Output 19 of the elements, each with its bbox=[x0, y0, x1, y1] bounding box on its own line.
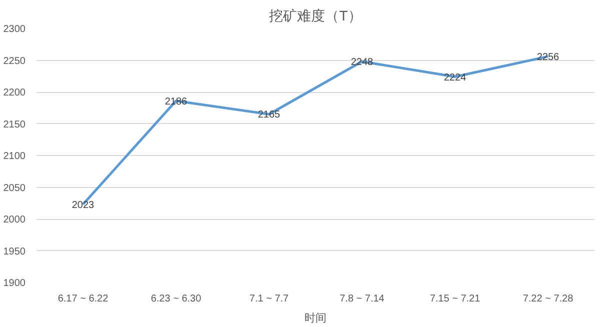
x-tick-label: 7.22 ~ 7.28 bbox=[522, 294, 574, 304]
data-label: 2023 bbox=[72, 200, 95, 211]
y-tick-label: 1950 bbox=[3, 246, 26, 258]
y-tick-label: 2050 bbox=[3, 182, 26, 194]
x-tick-label: 7.1 ~ 7.7 bbox=[249, 294, 290, 304]
chart-title: 挖矿难度（T） bbox=[269, 8, 362, 24]
x-tick-label: 6.17 ~ 6.22 bbox=[58, 294, 109, 304]
y-tick-label: 2250 bbox=[3, 56, 26, 67]
x-axis-title: 时间 bbox=[304, 312, 326, 324]
y-tick-label: 2150 bbox=[3, 119, 26, 130]
x-tick-label: 6.23 ~ 6.30 bbox=[150, 294, 202, 304]
x-tick-label: 7.8 ~ 7.14 bbox=[340, 294, 385, 304]
y-tick-label: 2100 bbox=[3, 151, 26, 162]
y-tick-label: 2300 bbox=[3, 24, 26, 35]
y-tick-label: 2000 bbox=[3, 214, 26, 226]
y-tick-label: 2200 bbox=[3, 88, 26, 98]
x-tick-label: 7.15 ~ 7.21 bbox=[430, 294, 481, 304]
data-label: 2256 bbox=[536, 52, 560, 63]
y-tick-label: 1900 bbox=[3, 278, 26, 289]
